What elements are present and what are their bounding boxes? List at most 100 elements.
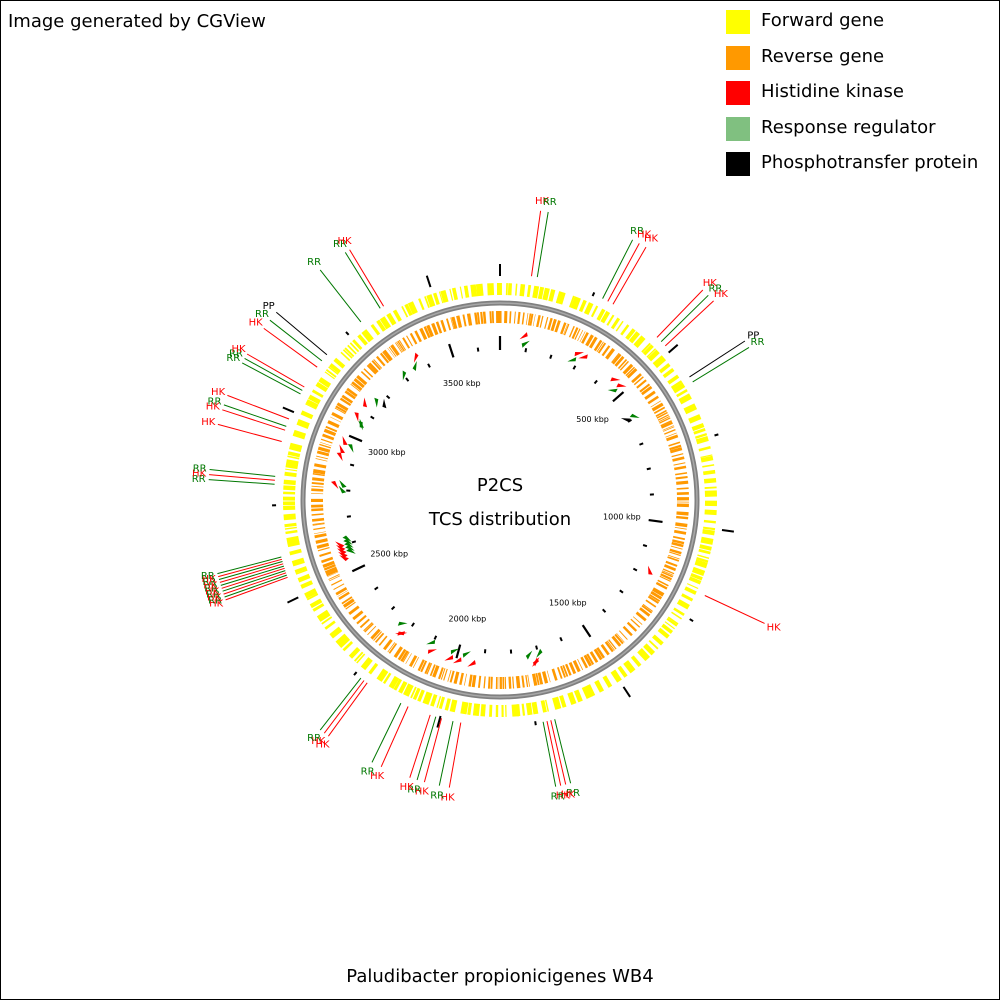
reverse-gene-mark <box>314 463 327 469</box>
forward-gene-mark <box>700 455 714 463</box>
forward-gene-mark <box>658 363 671 374</box>
forward-gene-mark <box>647 349 660 362</box>
forward-gene-mark <box>470 284 478 297</box>
reverse-gene-mark <box>315 458 328 462</box>
reverse-gene-mark <box>631 373 642 384</box>
forward-gene-mark <box>308 394 321 405</box>
reverse-gene-mark <box>435 321 443 334</box>
reverse-gene-mark <box>525 675 529 688</box>
hk-callout-label: HK <box>703 278 718 289</box>
reverse-gene-mark <box>398 339 407 351</box>
reverse-gene-mark <box>644 390 656 400</box>
reverse-gene-mark <box>585 334 594 347</box>
genome-backbone <box>300 300 700 700</box>
reverse-gene-mark <box>412 657 419 669</box>
forward-gene-mark <box>449 699 457 712</box>
major-tick <box>351 564 366 573</box>
forward-gene-mark <box>436 695 442 708</box>
minor-tick <box>411 622 415 627</box>
reverse-gene-mark <box>397 340 405 352</box>
reverse-gene-mark <box>379 352 390 364</box>
reverse-gene-mark <box>655 581 668 590</box>
forward-gene-mark <box>544 699 550 712</box>
reverse-gene-mark <box>517 675 521 689</box>
forward-gene-mark <box>704 486 717 489</box>
rr-callout-label: RR <box>208 595 222 606</box>
forward-gene-mark <box>329 363 341 374</box>
forward-gene-mark <box>289 442 303 453</box>
reverse-gene-mark <box>527 674 530 687</box>
forward-gene-mark <box>643 643 656 656</box>
hk-callout-label: HK <box>192 469 207 480</box>
forward-gene-mark <box>438 291 444 304</box>
forward-gene-track <box>282 282 718 717</box>
reverse-gene-mark <box>665 434 679 442</box>
rr-callout-line <box>416 716 437 781</box>
reverse-gene-mark <box>350 383 361 392</box>
reverse-gene-mark <box>626 368 638 379</box>
forward-gene-mark <box>344 347 355 358</box>
forward-gene-mark <box>702 526 716 531</box>
forward-gene-mark <box>698 446 711 452</box>
forward-gene-mark <box>670 380 683 389</box>
forward-gene-mark <box>418 298 425 311</box>
hk-callout-line <box>664 300 714 347</box>
reverse-gene-mark <box>611 635 622 647</box>
reverse-gene-mark <box>597 342 607 354</box>
forward-gene-mark <box>559 695 567 708</box>
reverse-gene-mark <box>451 316 458 329</box>
forward-gene-mark <box>596 308 606 321</box>
reverse-gene-mark <box>483 676 486 689</box>
forward-gene-mark <box>388 675 400 689</box>
reverse-gene-mark <box>388 346 397 357</box>
hk-marker <box>616 383 627 388</box>
hk-callout-label: HK <box>441 792 456 803</box>
reverse-gene-mark <box>364 623 374 633</box>
forward-gene-mark <box>284 471 297 478</box>
reverse-gene-mark <box>417 659 425 672</box>
rr-marker <box>402 370 407 381</box>
reverse-gene-mark <box>378 635 388 646</box>
rr-callout-line <box>692 346 750 383</box>
hk-callout-line <box>409 714 431 778</box>
forward-gene-mark <box>335 633 349 647</box>
forward-gene-mark <box>700 536 714 545</box>
forward-gene-mark <box>704 509 717 516</box>
reverse-gene-mark <box>331 412 344 421</box>
reverse-gene-mark <box>565 663 572 676</box>
reverse-gene-mark <box>476 312 481 325</box>
rr-callout-line <box>344 252 381 309</box>
hk-marker <box>363 397 368 408</box>
reverse-gene-mark <box>322 433 335 441</box>
reverse-gene-mark <box>335 587 348 596</box>
forward-gene-mark <box>610 317 621 330</box>
forward-gene-mark <box>690 572 703 581</box>
forward-gene-mark <box>348 646 361 659</box>
forward-gene-mark <box>537 286 545 300</box>
forward-gene-mark <box>352 339 363 351</box>
rr-callout-label: RR <box>361 766 375 777</box>
reverse-gene-mark <box>676 487 689 490</box>
forward-gene-mark <box>555 291 566 305</box>
center-subtitle: TCS distribution <box>428 509 571 530</box>
hk-callout-line <box>209 474 275 481</box>
forward-gene-mark <box>667 616 679 625</box>
reverse-gene-mark <box>316 455 328 460</box>
minor-tick <box>524 348 528 353</box>
reverse-gene-mark <box>635 611 647 622</box>
reverse-gene-mark <box>647 395 659 405</box>
forward-gene-mark <box>325 369 337 378</box>
reverse-gene-mark <box>383 349 393 361</box>
reverse-gene-mark <box>551 668 558 681</box>
reverse-gene-mark <box>658 416 670 423</box>
minor-tick <box>632 567 638 572</box>
reverse-gene-mark <box>671 541 684 548</box>
forward-gene-mark <box>681 593 694 602</box>
forward-gene-mark <box>480 704 486 717</box>
reverse-gene-mark <box>446 318 452 331</box>
forward-gene-mark <box>453 700 458 713</box>
rr-marker <box>607 388 618 393</box>
forward-gene-mark <box>673 607 685 617</box>
reverse-gene-mark <box>314 533 327 539</box>
